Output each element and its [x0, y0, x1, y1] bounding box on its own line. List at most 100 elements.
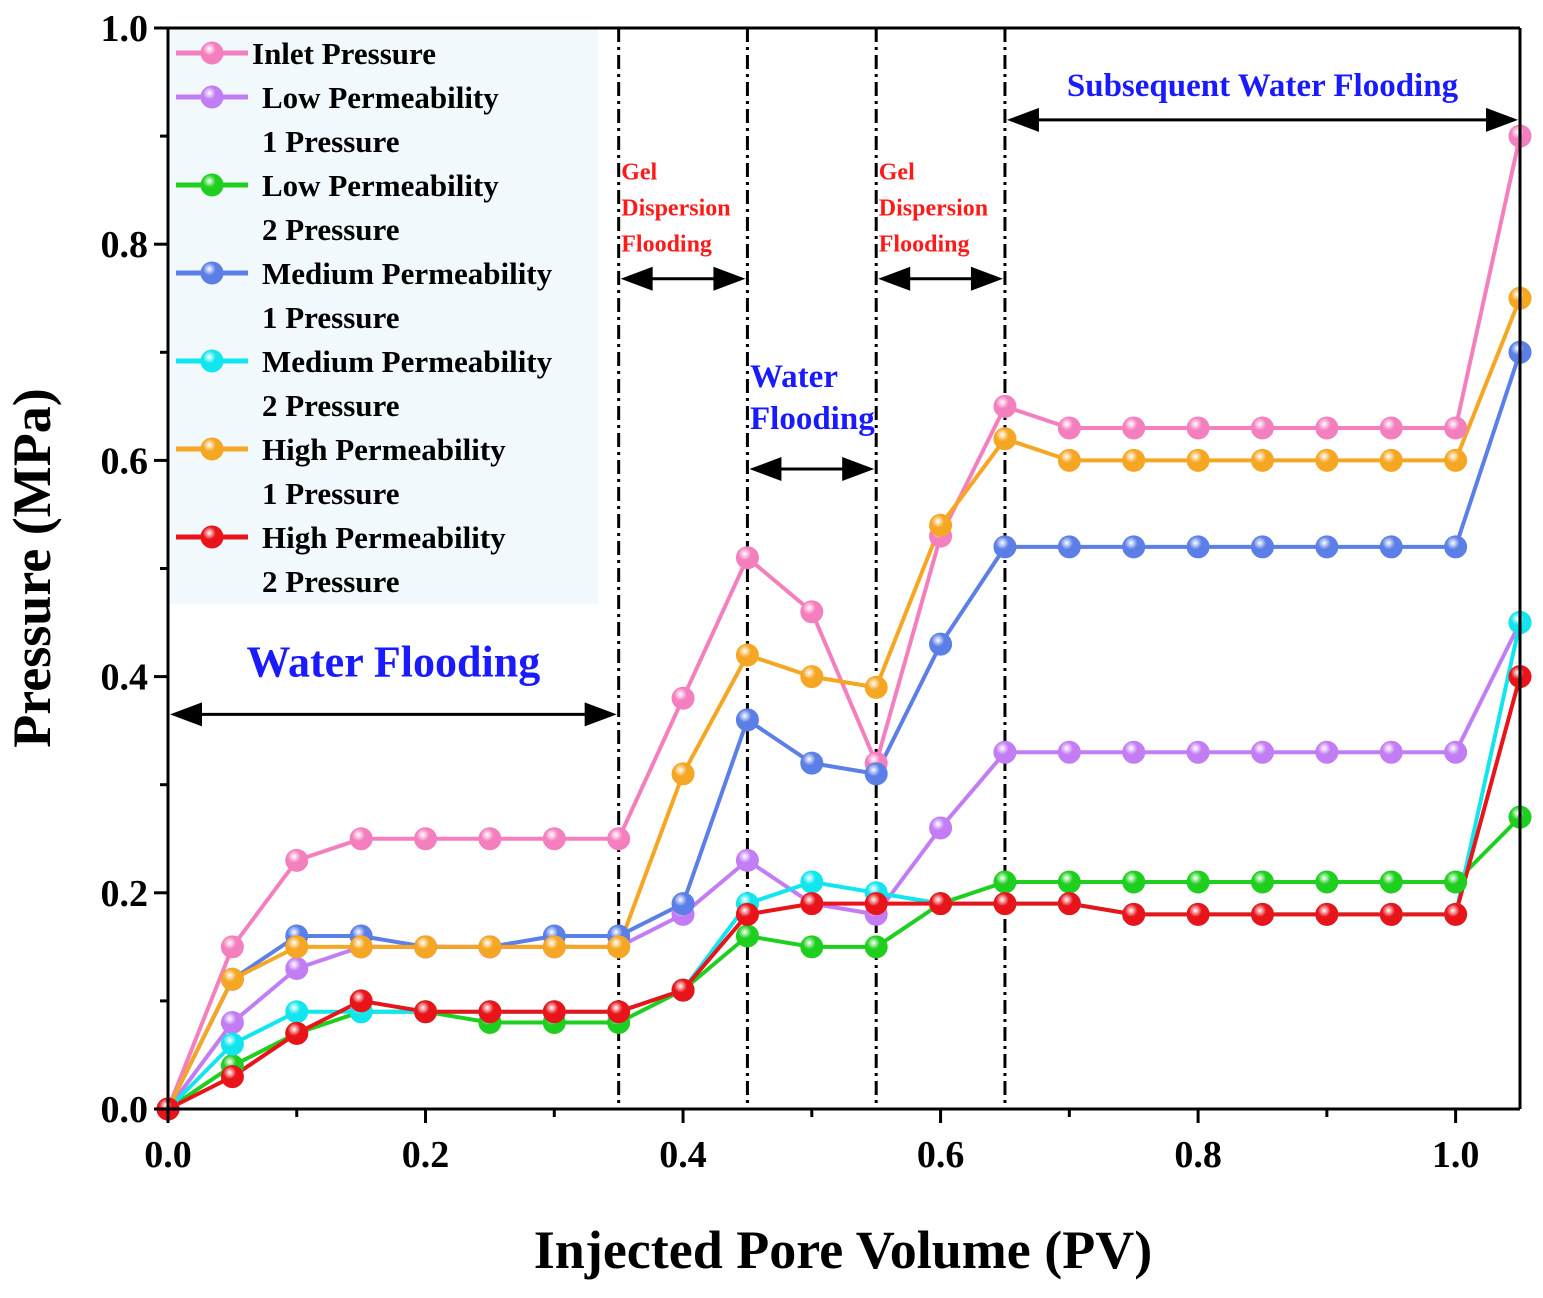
- data-point: [285, 956, 309, 980]
- x-tick-label: 1.0: [1432, 1134, 1480, 1176]
- legend-label: Low Permeability: [262, 168, 499, 203]
- data-point: [1122, 416, 1146, 440]
- data-point: [478, 1000, 502, 1024]
- legend-label: 2 Pressure: [262, 212, 399, 247]
- series-layer: [156, 124, 1532, 1121]
- data-point: [1122, 535, 1146, 559]
- data-point: [1186, 902, 1210, 926]
- data-point: [349, 935, 373, 959]
- x-tick-label: 0.4: [659, 1134, 707, 1176]
- annotation-label: Water: [750, 359, 838, 395]
- data-point: [735, 902, 759, 926]
- data-point: [1250, 535, 1274, 559]
- data-point: [1315, 416, 1339, 440]
- data-point: [220, 1011, 244, 1035]
- legend-label: 1 Pressure: [262, 300, 399, 335]
- data-point: [800, 751, 824, 775]
- annotation-arrowhead-right: [970, 266, 1003, 291]
- data-point: [735, 708, 759, 732]
- data-point: [220, 967, 244, 991]
- data-point: [735, 924, 759, 948]
- x-tick-label: 0.2: [402, 1134, 450, 1176]
- annotation-label: Flooding: [750, 401, 875, 437]
- data-point: [1315, 535, 1339, 559]
- data-point: [607, 1000, 631, 1024]
- data-point: [607, 827, 631, 851]
- annotation-arrowhead-left: [878, 266, 911, 291]
- data-point: [1444, 535, 1468, 559]
- annotation-label: Subsequent Water Flooding: [1067, 68, 1459, 104]
- y-tick-label: 0.2: [101, 873, 149, 915]
- data-point: [220, 935, 244, 959]
- data-point: [1186, 448, 1210, 472]
- data-point: [800, 892, 824, 916]
- legend-label: Low Permeability: [262, 80, 499, 115]
- series-line: [166, 297, 1522, 1110]
- series-line: [166, 135, 1522, 1110]
- data-point: [1122, 870, 1146, 894]
- data-point: [1379, 902, 1403, 926]
- data-point: [993, 535, 1017, 559]
- data-point: [800, 600, 824, 624]
- data-point: [993, 870, 1017, 894]
- data-point: [1444, 902, 1468, 926]
- legend-swatch-marker: [200, 173, 224, 197]
- annotation-arrowhead-right: [584, 702, 617, 727]
- data-point: [1122, 902, 1146, 926]
- data-point: [1250, 740, 1274, 764]
- legend-label: High Permeability: [262, 520, 506, 555]
- data-point: [671, 686, 695, 710]
- y-tick-label: 0.6: [101, 440, 149, 482]
- data-point: [1444, 416, 1468, 440]
- data-point: [1379, 416, 1403, 440]
- data-point: [1186, 740, 1210, 764]
- data-point: [1122, 740, 1146, 764]
- series-line: [166, 622, 1522, 1111]
- y-tick-label: 0.4: [101, 657, 149, 699]
- series-line: [166, 815, 1522, 1111]
- data-point: [993, 394, 1017, 418]
- annotation-arrowhead-left: [620, 266, 653, 291]
- annotation-arrowhead-left: [170, 702, 202, 727]
- data-point: [929, 632, 953, 656]
- data-point: [349, 989, 373, 1013]
- data-point: [285, 848, 309, 872]
- data-point: [864, 892, 888, 916]
- annotation-label: Gel: [879, 159, 915, 185]
- series-line: [167, 676, 1522, 1111]
- annotation-label: Water Flooding: [246, 638, 540, 687]
- legend-label: High Permeability: [262, 432, 506, 467]
- data-point: [285, 1021, 309, 1045]
- legend-label: Inlet Pressure: [252, 36, 436, 71]
- data-point: [864, 675, 888, 699]
- data-point: [864, 762, 888, 786]
- data-point: [349, 827, 373, 851]
- data-point: [607, 935, 631, 959]
- data-point: [735, 848, 759, 872]
- x-axis-title: Injected Pore Volume (PV): [534, 1220, 1152, 1280]
- data-point: [1057, 416, 1081, 440]
- data-point: [1379, 448, 1403, 472]
- annotation-label: Dispersion: [879, 195, 988, 221]
- annotation-arrowhead-right: [713, 266, 746, 291]
- data-point: [1444, 448, 1468, 472]
- data-point: [1444, 870, 1468, 894]
- data-point: [414, 1000, 438, 1024]
- data-point: [800, 935, 824, 959]
- legend-label: Medium Permeability: [262, 344, 553, 379]
- data-point: [1057, 448, 1081, 472]
- annotation-arrowhead-right: [842, 457, 875, 482]
- data-point: [1057, 740, 1081, 764]
- annotation-arrowhead-right: [1486, 107, 1518, 132]
- data-point: [1250, 902, 1274, 926]
- data-point: [929, 513, 953, 537]
- legend-swatch-marker: [200, 41, 224, 65]
- data-point: [1250, 448, 1274, 472]
- y-tick-label: 0.8: [101, 224, 149, 266]
- data-point: [1444, 740, 1468, 764]
- legend-swatch-marker: [200, 349, 224, 373]
- data-point: [414, 935, 438, 959]
- legend-swatch-marker: [200, 261, 224, 285]
- legend-label: Medium Permeability: [262, 256, 553, 291]
